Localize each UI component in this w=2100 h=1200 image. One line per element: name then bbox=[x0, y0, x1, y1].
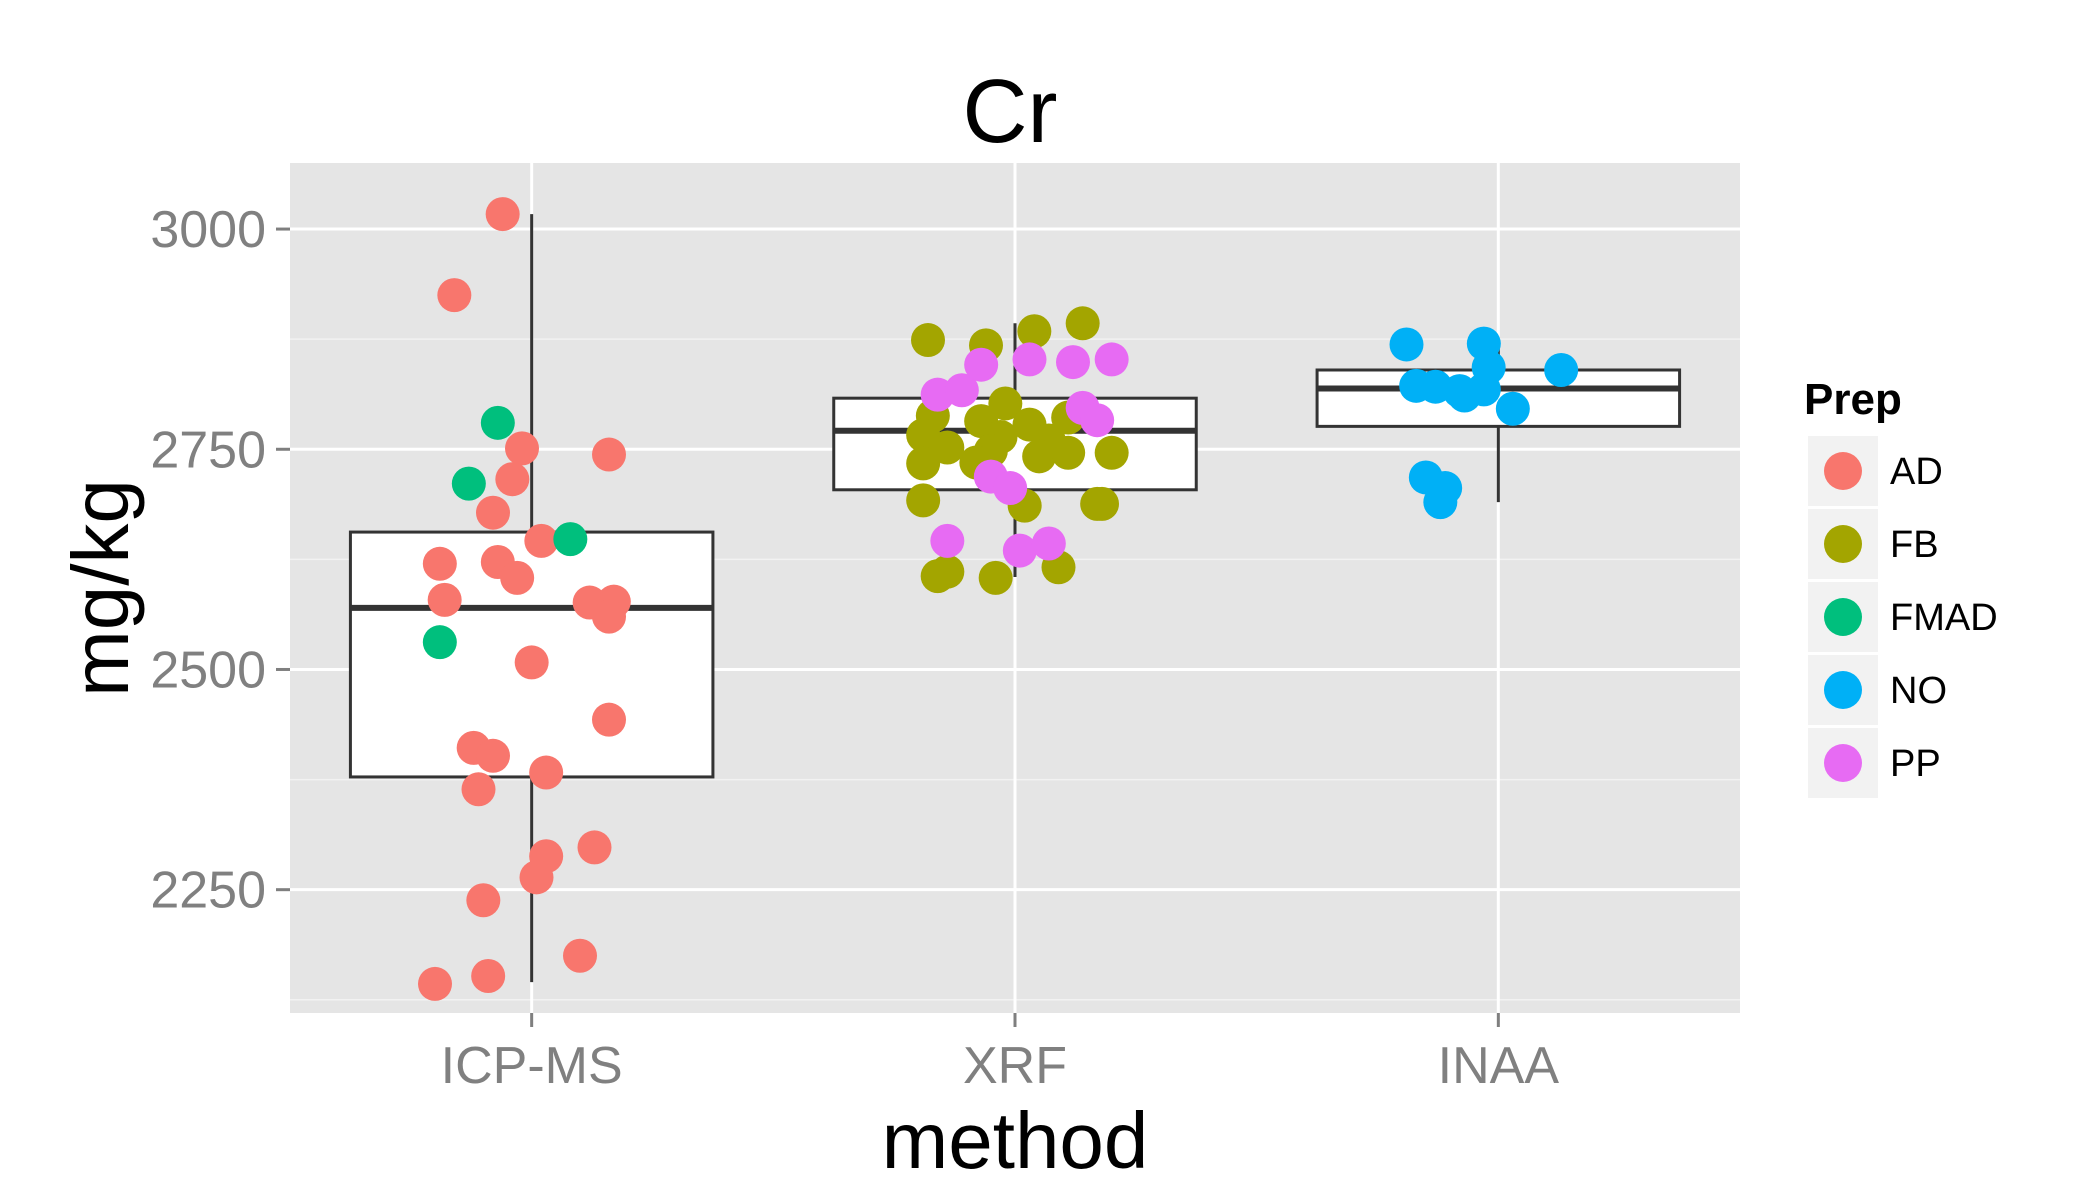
point-FB bbox=[978, 560, 1013, 595]
point-AD bbox=[422, 546, 457, 581]
x-tick-label: ICP-MS bbox=[441, 1037, 623, 1095]
point-PP bbox=[1056, 345, 1090, 380]
legend-entry-AD: AD bbox=[1808, 436, 1943, 506]
point-PP bbox=[1012, 342, 1047, 377]
point-FMAD bbox=[422, 625, 457, 660]
legend-swatch bbox=[1824, 744, 1862, 782]
data-points bbox=[418, 197, 1579, 1001]
point-NO bbox=[1466, 372, 1501, 407]
y-axis-title: mg/kg bbox=[56, 479, 145, 697]
legend-label: PP bbox=[1890, 743, 1941, 785]
point-AD bbox=[495, 462, 530, 497]
x-axis: ICP-MS XRF INAA bbox=[441, 1013, 1560, 1095]
x-tick-label: XRF bbox=[963, 1037, 1067, 1095]
point-PP bbox=[1031, 526, 1066, 561]
point-FB bbox=[1017, 314, 1052, 349]
point-FMAD bbox=[451, 466, 486, 501]
point-AD bbox=[514, 645, 549, 680]
point-AD bbox=[418, 966, 452, 1001]
point-AD bbox=[563, 938, 597, 973]
y-tick-label: 2750 bbox=[150, 421, 266, 479]
point-AD bbox=[437, 278, 472, 313]
y-axis: 2250 2500 2750 3000 bbox=[150, 201, 290, 920]
point-PP bbox=[1094, 342, 1129, 377]
legend-entry-FMAD: FMAD bbox=[1808, 582, 1998, 652]
point-PP bbox=[1002, 533, 1037, 568]
x-tick-label: INAA bbox=[1438, 1037, 1560, 1095]
point-PP bbox=[944, 373, 979, 408]
y-tick-label: 3000 bbox=[150, 201, 266, 259]
point-AD bbox=[592, 702, 626, 737]
legend-title: Prep bbox=[1804, 375, 1902, 424]
point-AD bbox=[466, 883, 501, 918]
point-FB bbox=[1085, 486, 1119, 521]
point-NO bbox=[1495, 391, 1530, 426]
legend-label: AD bbox=[1890, 451, 1943, 493]
legend-swatch bbox=[1824, 525, 1862, 563]
point-FB bbox=[1065, 306, 1100, 341]
legend-entry-NO: NO bbox=[1808, 655, 1947, 725]
point-FB bbox=[1051, 435, 1086, 470]
point-AD bbox=[476, 495, 510, 530]
legend-label: FB bbox=[1890, 524, 1939, 566]
legend-swatch bbox=[1824, 598, 1862, 636]
point-NO bbox=[1423, 485, 1458, 520]
point-AD bbox=[427, 582, 462, 617]
legend-label: FMAD bbox=[1890, 597, 1998, 639]
y-tick-label: 2500 bbox=[150, 641, 266, 699]
point-AD bbox=[524, 523, 559, 558]
point-FB bbox=[911, 323, 945, 358]
point-FB bbox=[1022, 439, 1057, 474]
legend-swatch bbox=[1824, 452, 1862, 490]
point-PP bbox=[1080, 403, 1115, 438]
point-AD bbox=[461, 772, 496, 807]
point-FMAD bbox=[480, 405, 515, 440]
legend-entry-PP: PP bbox=[1808, 728, 1941, 798]
point-FMAD bbox=[553, 522, 588, 557]
point-FB bbox=[930, 430, 965, 465]
x-axis-title: method bbox=[882, 1096, 1149, 1185]
point-FB bbox=[988, 386, 1023, 421]
point-AD bbox=[529, 755, 564, 790]
point-AD bbox=[519, 860, 554, 895]
point-FB bbox=[906, 446, 941, 481]
point-FB bbox=[906, 483, 941, 518]
point-AD bbox=[476, 738, 510, 773]
point-PP bbox=[930, 523, 965, 558]
legend-swatch bbox=[1824, 671, 1862, 709]
point-AD bbox=[500, 560, 535, 595]
legend-label: NO bbox=[1890, 670, 1947, 712]
point-PP bbox=[993, 471, 1028, 506]
legend: Prep AD FB FMAD NO PP bbox=[1804, 375, 1998, 798]
point-AD bbox=[592, 437, 626, 472]
point-AD bbox=[505, 431, 539, 466]
point-NO bbox=[1389, 327, 1424, 362]
y-tick-label: 2250 bbox=[150, 862, 266, 920]
point-AD bbox=[577, 830, 612, 865]
point-FB bbox=[1094, 435, 1129, 470]
point-AD bbox=[592, 599, 626, 634]
legend-entries: AD FB FMAD NO PP bbox=[1808, 436, 1998, 798]
point-FB bbox=[930, 554, 965, 589]
point-AD bbox=[485, 197, 520, 232]
legend-entry-FB: FB bbox=[1808, 509, 1939, 579]
point-NO bbox=[1544, 352, 1579, 387]
point-PP bbox=[964, 347, 999, 382]
point-AD bbox=[471, 959, 506, 994]
chart-title: Cr bbox=[963, 62, 1058, 162]
